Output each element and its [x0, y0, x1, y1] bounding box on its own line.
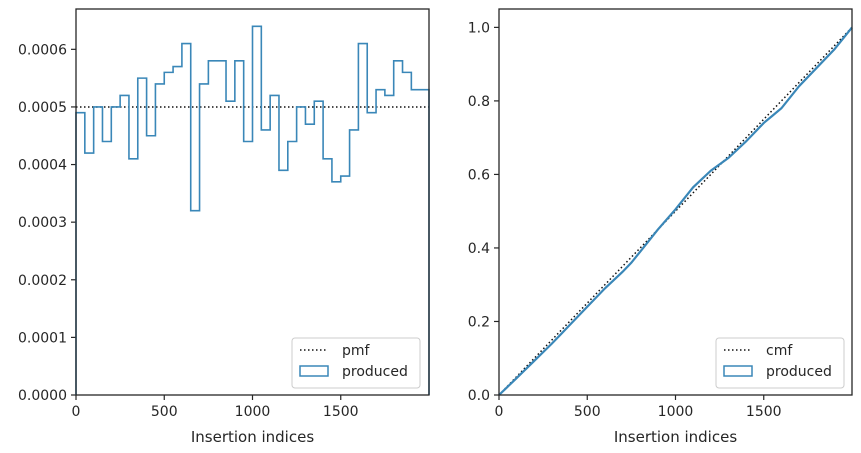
x-tick-label: 1000 — [658, 404, 694, 420]
left-legend-produced-label: produced — [342, 364, 408, 380]
right-axes-frame — [498, 8, 853, 396]
left-ticks: 0 500 1000 1500 0.0000 0.0001 0.0002 0.0003 0.00… — [18, 42, 359, 420]
x-tick-label: 1500 — [323, 404, 359, 420]
y-tick-label: 0.0000 — [18, 388, 67, 404]
left-x-axis-label: Insertion indices — [191, 428, 314, 446]
x-tick-label: 1500 — [746, 404, 782, 420]
right-legend-cmf-label: cmf — [766, 343, 793, 359]
x-tick-label: 500 — [151, 404, 178, 420]
right-legend-produced-label: produced — [766, 364, 832, 380]
y-tick-label: 0.0 — [468, 388, 490, 404]
x-tick-label: 500 — [574, 404, 601, 420]
y-tick-label: 0.2 — [468, 314, 490, 330]
y-tick-label: 0.0004 — [18, 158, 67, 174]
x-tick-label: 0 — [72, 404, 81, 420]
y-tick-label: 0.0005 — [18, 100, 67, 116]
right-legend: cmf produced — [715, 337, 845, 389]
right-x-axis-label: Insertion indices — [614, 428, 737, 446]
produced-histogram — [75, 25, 430, 395]
right-legend-produced-swatch — [723, 365, 753, 377]
left-legend-produced-swatch — [299, 365, 329, 377]
produced-cumulative — [498, 26, 853, 396]
left-panel: 0 500 1000 1500 0.0000 0.0001 0.0002 0.0003 0.00… — [18, 8, 430, 446]
cmf-line — [498, 26, 853, 396]
y-tick-label: 0.8 — [468, 94, 490, 110]
right-panel: 0 500 1000 1500 0.0 0.2 0.4 0.6 0.8 1.0 Insertion… — [468, 8, 853, 446]
left-axes-frame — [75, 8, 430, 396]
y-tick-label: 1.0 — [468, 20, 490, 36]
left-legend: pmf produced — [291, 337, 421, 389]
y-tick-label: 0.4 — [468, 241, 490, 257]
y-tick-label: 0.0003 — [18, 215, 67, 231]
x-tick-label: 0 — [495, 404, 504, 420]
right-ticks: 0 500 1000 1500 0.0 0.2 0.4 0.6 0.8 1.0 — [468, 20, 782, 420]
y-tick-label: 0.0006 — [18, 42, 67, 58]
y-tick-label: 0.0002 — [18, 273, 67, 289]
y-tick-label: 0.0001 — [18, 330, 67, 346]
x-tick-label: 1000 — [235, 404, 271, 420]
left-legend-pmf-label: pmf — [342, 343, 371, 359]
y-tick-label: 0.6 — [468, 167, 490, 183]
